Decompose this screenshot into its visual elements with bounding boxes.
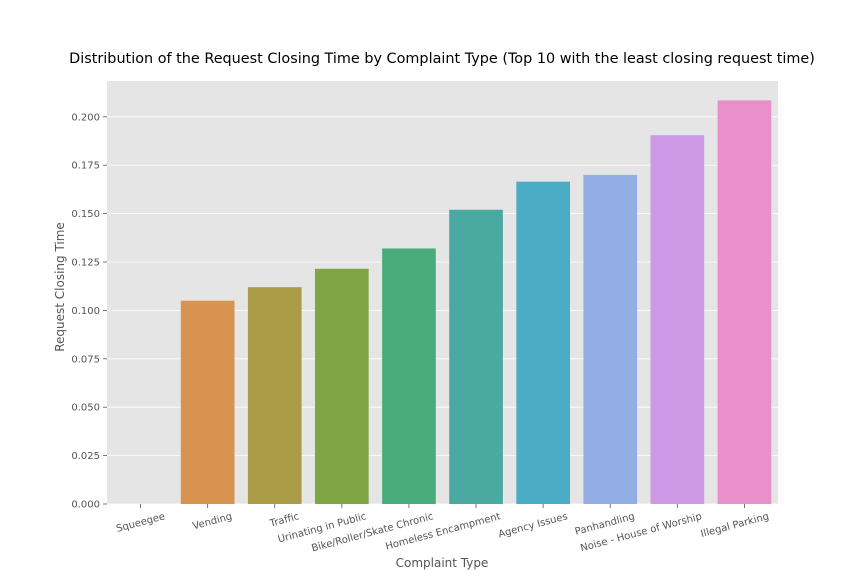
bars: [180, 100, 772, 505]
x-tick-label: Vending: [192, 511, 234, 532]
y-tick-label: 0.125: [71, 258, 100, 269]
y-axis-label: Request Closing Time: [53, 222, 67, 352]
bar: [650, 135, 705, 505]
y-tick-label: 0.000: [71, 500, 100, 511]
x-tick-label: Homeless Encampment: [384, 511, 501, 552]
x-tick-label: Squeegee: [115, 511, 166, 535]
y-tick-label: 0.200: [71, 112, 100, 123]
bar: [247, 287, 302, 504]
x-tick-label: Agency Issues: [497, 511, 569, 540]
y-tick-label: 0.100: [71, 306, 100, 317]
chart-title: Distribution of the Request Closing Time…: [69, 51, 815, 67]
bar: [516, 181, 570, 504]
x-axis-label: Complaint Type: [396, 556, 489, 570]
y-tick-label: 0.075: [71, 354, 100, 365]
bar: [180, 300, 235, 504]
y-tick-label: 0.175: [71, 161, 100, 172]
bar: [583, 174, 638, 504]
y-tick-label: 0.025: [71, 451, 100, 462]
bar: [449, 209, 503, 504]
y-axis-ticks: 0.000 0.025 0.050 0.075 0.100 0.125 0.150 0.175…: [71, 112, 107, 511]
x-tick-label: Traffic: [268, 511, 301, 530]
y-tick-label: 0.150: [71, 209, 100, 220]
bar: [382, 248, 436, 504]
x-tick-label: Illegal Parking: [700, 511, 771, 540]
x-tick-label: Noise - House of Worship: [579, 511, 703, 554]
bar: [717, 100, 772, 505]
y-tick-label: 0.050: [71, 403, 100, 414]
bar: [315, 268, 369, 504]
